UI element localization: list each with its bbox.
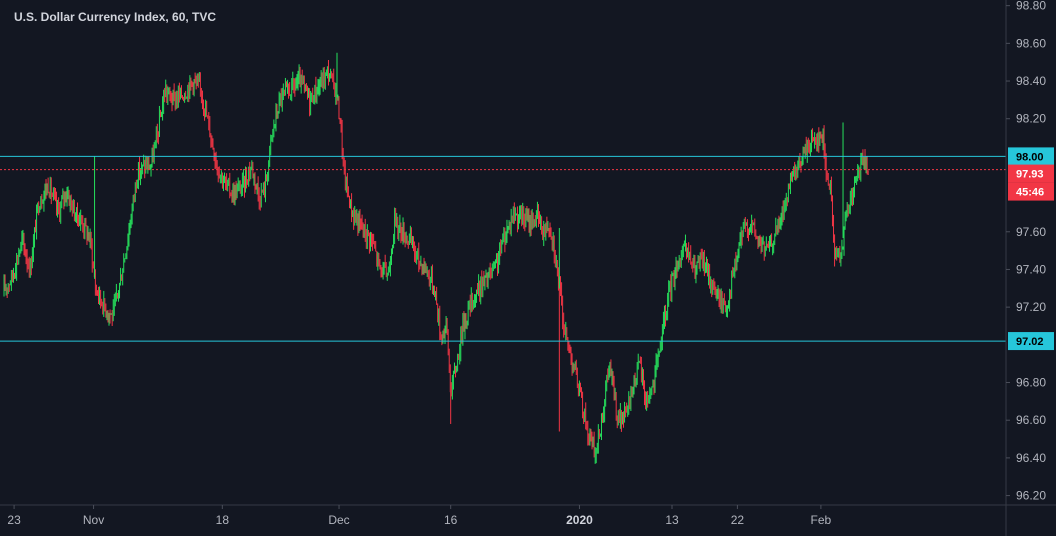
y-tick-label: 98.60 xyxy=(1016,36,1046,50)
level-price-badge: 97.02 xyxy=(1016,336,1044,348)
horizontal-lines-layer xyxy=(0,155,1006,342)
level-price-badge: 98.00 xyxy=(1016,151,1044,163)
time-axis[interactable]: 23 Nov 18 Dec 16 2020 13 22 Feb xyxy=(7,505,832,527)
y-tick-label: 97.40 xyxy=(1016,262,1046,276)
price-badges: 98.00 97.02 97.93 45:46 xyxy=(1008,147,1054,351)
y-tick-label: 97.20 xyxy=(1016,300,1046,314)
y-tick-label: 96.20 xyxy=(1016,489,1046,503)
x-tick-label: 22 xyxy=(731,513,745,527)
x-tick-label: Dec xyxy=(328,513,349,527)
y-tick-label: 96.60 xyxy=(1016,413,1046,427)
x-tick-label: Nov xyxy=(83,513,104,527)
bar-countdown-badge: 45:46 xyxy=(1016,187,1044,199)
chart-title: U.S. Dollar Currency Index, 60, TVC xyxy=(14,10,217,24)
last-price-badge-bg xyxy=(1008,164,1054,183)
level-price-badge-bg xyxy=(1008,332,1054,351)
level-price-badge-bg xyxy=(1008,147,1054,166)
price-axis[interactable]: 98.80 98.60 98.40 98.20 97.60 97.40 97.20 96.80… xyxy=(1006,0,1046,503)
y-tick-label: 98.40 xyxy=(1016,74,1046,88)
candles-layer xyxy=(3,52,869,464)
x-tick-label: 13 xyxy=(665,513,679,527)
y-tick-label: 96.40 xyxy=(1016,451,1046,465)
x-tick-label: 2020 xyxy=(566,513,593,527)
y-tick-label: 98.80 xyxy=(1016,0,1046,13)
x-tick-label: 16 xyxy=(444,513,458,527)
y-tick-label: 98.20 xyxy=(1016,112,1046,126)
x-tick-label: 18 xyxy=(216,513,230,527)
last-price-badge: 97.93 xyxy=(1016,169,1044,181)
bar-countdown-badge-bg xyxy=(1008,182,1054,201)
x-tick-label: 23 xyxy=(7,513,21,527)
y-tick-label: 96.80 xyxy=(1016,376,1046,390)
y-tick-label: 97.60 xyxy=(1016,225,1046,239)
x-tick-label: Feb xyxy=(811,513,832,527)
